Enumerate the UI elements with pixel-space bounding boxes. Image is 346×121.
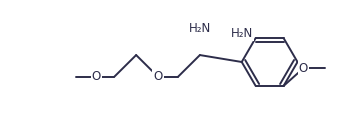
Text: H₂N: H₂N [230,27,253,40]
Text: H₂N: H₂N [189,22,211,35]
Text: O: O [299,62,308,75]
Text: O: O [92,70,101,83]
Text: O: O [153,70,163,83]
